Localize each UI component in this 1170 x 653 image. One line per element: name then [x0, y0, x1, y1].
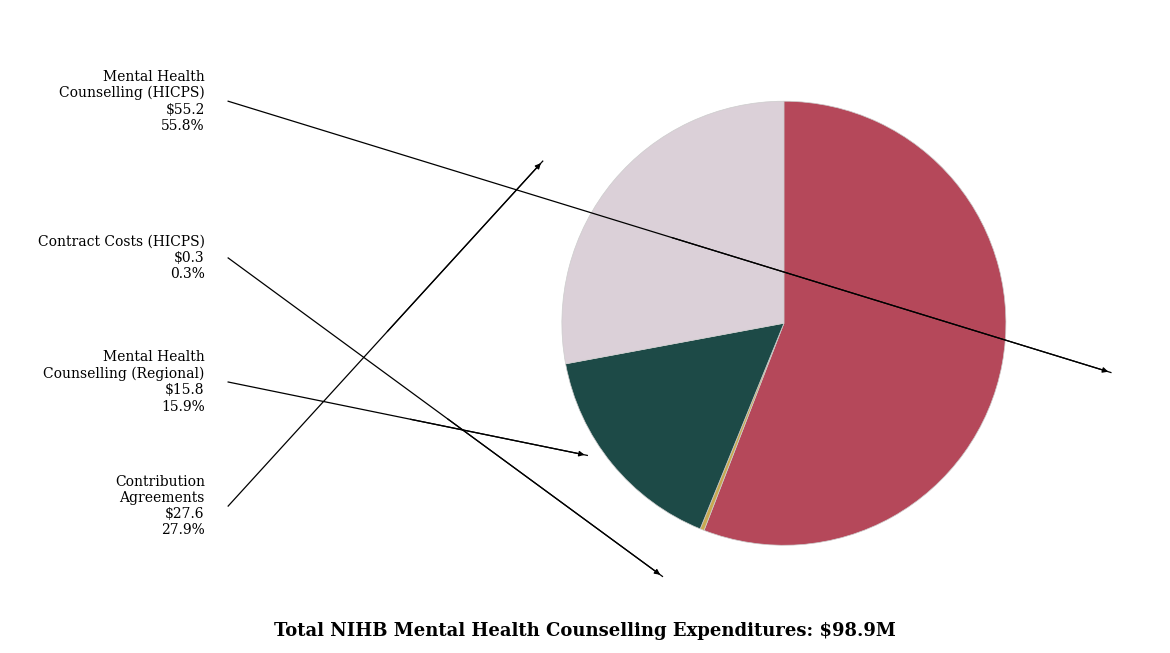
- Wedge shape: [565, 323, 784, 529]
- Wedge shape: [700, 323, 784, 530]
- Wedge shape: [562, 101, 784, 364]
- Text: Contribution
Agreements
$27.6
27.9%: Contribution Agreements $27.6 27.9%: [115, 475, 205, 537]
- Text: Contract Costs (HICPS)
$0.3
0.3%: Contract Costs (HICPS) $0.3 0.3%: [37, 234, 205, 281]
- Text: Mental Health
Counselling (HICPS)
$55.2
55.8%: Mental Health Counselling (HICPS) $55.2 …: [58, 70, 205, 133]
- Text: Mental Health
Counselling (Regional)
$15.8
15.9%: Mental Health Counselling (Regional) $15…: [43, 351, 205, 413]
- Wedge shape: [704, 101, 1006, 545]
- Text: Total NIHB Mental Health Counselling Expenditures: $98.9M: Total NIHB Mental Health Counselling Exp…: [274, 622, 896, 640]
